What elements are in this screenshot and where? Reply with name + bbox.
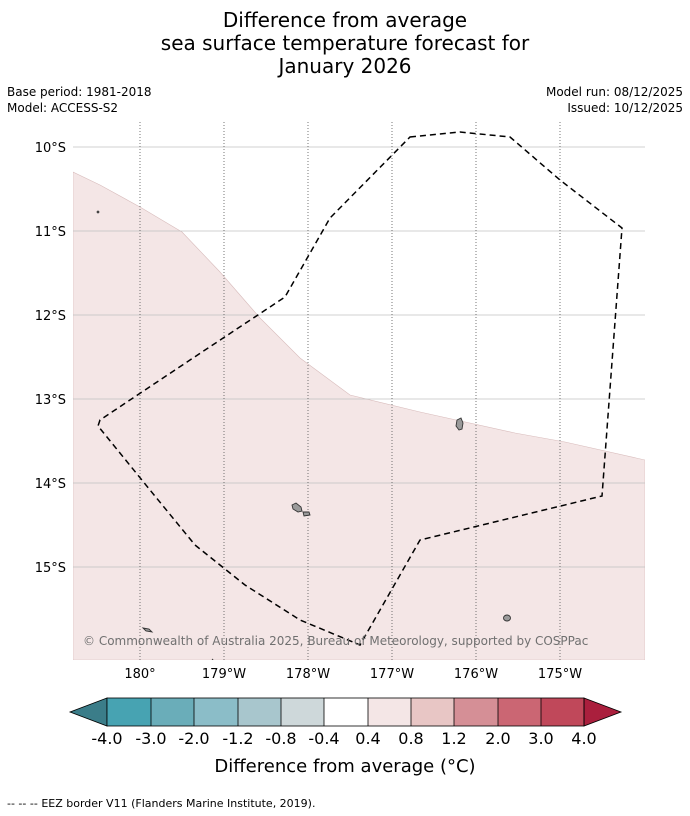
islet-south (211, 658, 214, 660)
base-period: Base period: 1981-2018 (7, 85, 152, 99)
colorbar-tick-label: 2.0 (485, 729, 510, 748)
colorbar-bin (454, 698, 498, 726)
colorbar (68, 697, 623, 727)
colorbar-tick-labels: -4.0 -3.0 -2.0 -1.2 -0.8 -0.4 0.4 0.8 1.… (91, 729, 596, 748)
eez-border (97, 131, 623, 646)
lon-label-180: 180° (124, 667, 155, 682)
colorbar-tick-label: 0.8 (398, 729, 423, 748)
colorbar-bin (194, 698, 238, 726)
colorbar-tick-label: 3.0 (528, 729, 553, 748)
colorbar-tick-label: -0.4 (308, 729, 339, 748)
footer-legend: -- -- -- EEZ border V11 (Flanders Marine… (7, 797, 315, 810)
colorbar-bin (107, 698, 151, 726)
colorbar-bin (281, 698, 324, 726)
lat-label-11s: 11°S (35, 225, 66, 240)
island-alofi (302, 511, 311, 517)
colorbar-bin (238, 698, 281, 726)
colorbar-extend-high (583, 697, 623, 727)
lat-label-13s: 13°S (35, 393, 66, 408)
colorbar-tick-label: -3.0 (135, 729, 166, 748)
colorbar-tick-label: -1.2 (222, 729, 253, 748)
colorbar-tick-label: -0.8 (265, 729, 296, 748)
map-title-line-3: January 2026 (278, 54, 412, 78)
colorbar-bin (498, 698, 541, 726)
model-name: Model: ACCESS-S2 (7, 101, 119, 115)
island-rotuma-tip (141, 627, 154, 633)
lat-label-12s: 12°S (35, 309, 66, 324)
latitude-gridlines (73, 146, 645, 568)
lat-label-10s: 10°S (35, 141, 66, 156)
lon-label-179w: 179°W (202, 667, 246, 682)
island-futuna (291, 502, 303, 513)
colorbar-bin (324, 698, 368, 726)
colorbar-tick-label: -2.0 (178, 729, 209, 748)
colorbar-bin (151, 698, 194, 726)
attribution: © Commonwealth of Australia 2025, Bureau… (83, 634, 588, 648)
eez-legend-symbol: -- -- -- (7, 797, 38, 810)
colorbar-outline (106, 697, 585, 727)
meta-right: Model run: 08/12/2025 Issued: 10/12/2025 (546, 84, 683, 116)
colorbar-bin (411, 698, 454, 726)
colorbar-title: Difference from average (°C) (214, 756, 475, 777)
lon-label-177w: 177°W (370, 667, 414, 682)
model-run: Model run: 08/12/2025 (545, 85, 683, 99)
colorbar-bin (541, 698, 584, 726)
issued-date: Issued: 10/12/2025 (567, 101, 683, 115)
longitude-labels: 180° 179°W 178°W 177°W 176°W 175°W (124, 667, 582, 682)
latitude-labels: 10°S 11°S 12°S 13°S 14°S 15°S (35, 141, 66, 576)
anomaly-region (73, 171, 645, 660)
island-wallis (455, 417, 464, 431)
eez-legend-text: EEZ border V11 (Flanders Marine Institut… (41, 797, 316, 810)
colorbar-extend-low (68, 697, 108, 727)
map-title-line-2: sea surface temperature forecast for (160, 31, 530, 55)
lat-label-14s: 14°S (35, 477, 66, 492)
colorbar-tick-label: 4.0 (571, 729, 596, 748)
colorbar-tick-label: -4.0 (91, 729, 122, 748)
lon-label-178w: 178°W (286, 667, 330, 682)
islands (96, 210, 511, 660)
colorbar-tick-label: 1.2 (441, 729, 466, 748)
colorbar-tick-label: 0.4 (355, 729, 380, 748)
lon-label-175w: 175°W (538, 667, 582, 682)
colorbar-bin (368, 698, 411, 726)
islet-northwest (96, 210, 100, 214)
lon-label-176w: 176°W (454, 667, 498, 682)
lat-label-15s: 15°S (35, 561, 66, 576)
meta-left: Base period: 1981-2018 Model: ACCESS-S2 (7, 84, 152, 116)
map-title-line-1: Difference from average (222, 8, 468, 32)
island-niuafoou (503, 614, 511, 622)
